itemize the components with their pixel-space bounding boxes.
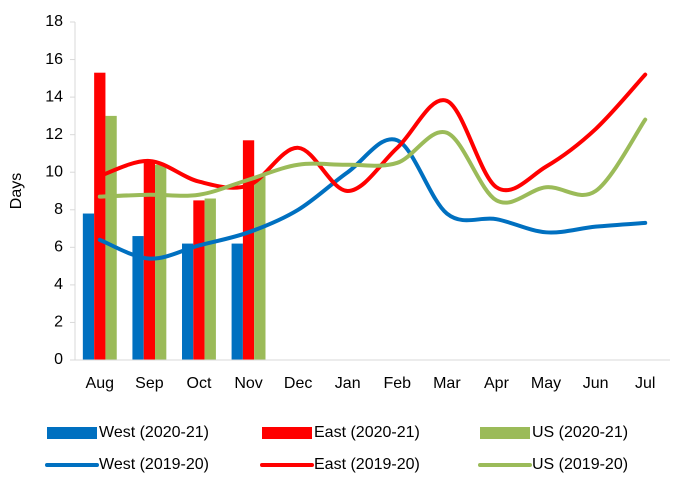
bar <box>254 175 266 360</box>
x-tick-label: Mar <box>433 375 461 392</box>
x-tick-label: Apr <box>484 375 510 392</box>
y-tick-label: 18 <box>45 13 63 30</box>
bar <box>242 140 255 360</box>
y-tick-label: 0 <box>54 351 63 368</box>
y-tick-label: 14 <box>45 88 63 105</box>
legend-label: West (2020-21) <box>99 424 209 441</box>
x-tick-label: Jan <box>335 375 361 392</box>
x-tick-label: Nov <box>234 375 262 392</box>
bar <box>82 213 95 360</box>
legend-swatch <box>480 427 530 439</box>
y-tick-label: 6 <box>54 239 63 256</box>
bar <box>182 243 194 360</box>
bar <box>94 72 106 360</box>
y-tick-label: 2 <box>54 314 63 331</box>
y-axis-label: Days <box>8 173 25 209</box>
legend-label: US (2019-20) <box>532 456 628 473</box>
legend-label: US (2020-21) <box>532 424 628 441</box>
bar <box>231 243 243 360</box>
x-tick-label: Jun <box>583 375 609 392</box>
y-tick-label: 4 <box>54 276 63 293</box>
x-tick-label: Sep <box>135 375 164 392</box>
bar <box>193 200 205 360</box>
legend-swatch <box>47 427 97 439</box>
bar <box>155 164 167 360</box>
line <box>97 72 648 194</box>
x-tick-label: May <box>531 375 561 392</box>
x-tick-label: Dec <box>284 375 312 392</box>
legend-swatch <box>262 427 312 439</box>
y-tick-label: 12 <box>45 126 63 143</box>
x-tick-label: Oct <box>187 375 212 392</box>
x-tick-label: Aug <box>86 375 114 392</box>
legend-label: East (2019-20) <box>314 456 420 473</box>
bar <box>105 115 117 360</box>
line <box>97 137 648 261</box>
line <box>97 117 648 205</box>
y-tick-label: 8 <box>54 201 63 218</box>
legend-label: East (2020-21) <box>314 424 420 441</box>
legend-label: West (2019-20) <box>99 456 209 473</box>
x-tick-label: Jul <box>635 375 655 392</box>
y-tick-label: 10 <box>45 163 63 180</box>
x-tick-label: Feb <box>384 375 412 392</box>
bar <box>132 236 144 360</box>
bar <box>204 198 216 360</box>
y-tick-label: 16 <box>45 51 63 68</box>
